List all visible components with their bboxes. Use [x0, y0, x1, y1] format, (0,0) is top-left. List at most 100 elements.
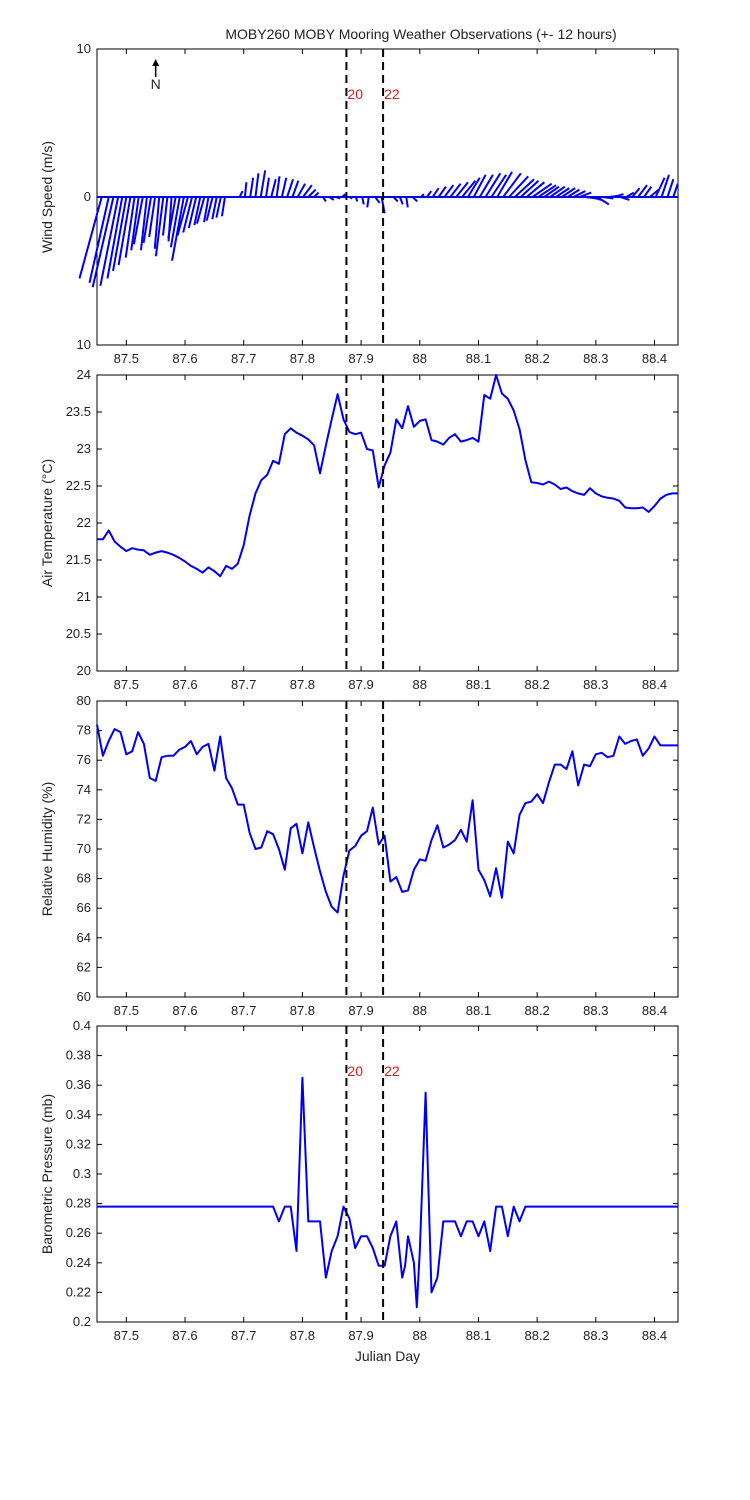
baro-x-tick-label: 87.7 — [231, 1328, 256, 1343]
rh-y-tick-label: 72 — [77, 811, 91, 826]
wind-vector — [654, 177, 666, 198]
wind-vector — [502, 172, 522, 198]
figure-title: MOBY260 MOBY Mooring Weather Observation… — [225, 26, 616, 42]
panel-baro: 87.5 87.6 87.7 87.8 87.9 88 88.1 88.2 88.3 88.4 0.… — [39, 1018, 679, 1364]
rh-x-tick-label: 87.8 — [290, 1003, 315, 1018]
wind-vector — [275, 176, 281, 198]
air-x-tick-label: 87.7 — [231, 677, 256, 692]
wind-vector — [171, 196, 185, 261]
wind-y-tick-label: 0 — [84, 189, 91, 204]
wind-vector — [637, 184, 648, 198]
rh-y-tick-label: 66 — [77, 900, 91, 915]
wind-vector — [537, 184, 557, 198]
wind-vector — [449, 183, 462, 198]
wind-vector — [490, 174, 508, 198]
wind-vector — [398, 196, 404, 205]
wind-vector — [99, 196, 120, 286]
baro-series-line — [97, 1076, 678, 1309]
wind-vector — [307, 188, 317, 198]
wind-vector — [270, 178, 277, 198]
baro-x-tick-label: 87.8 — [290, 1328, 315, 1343]
baro-y-tick-label: 0.3 — [73, 1166, 91, 1181]
rh-y-tick-label: 62 — [77, 959, 91, 974]
baro-marker-label: 20 — [347, 1063, 363, 1079]
rh-x-tick-label: 87.9 — [348, 1003, 373, 1018]
wind-vector — [484, 172, 502, 198]
baro-y-tick-label: 0.32 — [66, 1136, 91, 1151]
wind-vector — [211, 196, 218, 220]
air-y-tick-label: 23.5 — [66, 404, 91, 419]
wind-vector — [405, 196, 409, 208]
wind-vector — [139, 196, 148, 251]
wind-vector — [420, 193, 425, 198]
wind-x-tick-label: 88 — [413, 351, 427, 366]
wind-vector — [625, 191, 635, 198]
wind-vector — [187, 196, 198, 229]
baro-x-axis-label: Julian Day — [355, 1348, 420, 1364]
wind-x-tick-label: 87.8 — [290, 351, 315, 366]
wind-vector — [508, 175, 529, 198]
air-y-tick-label: 23 — [77, 441, 91, 456]
rh-x-tick-label: 87.6 — [172, 1003, 197, 1018]
air-x-tick-label: 87.5 — [114, 677, 139, 692]
rh-y-tick-label: 70 — [77, 841, 91, 856]
baro-y-tick-label: 0.34 — [66, 1107, 91, 1122]
air-y-tick-label: 21.5 — [66, 552, 91, 567]
air-y-tick-label: 20 — [77, 663, 91, 678]
panel-rh: 87.5 87.6 87.7 87.8 87.9 88 88.1 88.2 88.3 88.4 60… — [39, 693, 679, 1018]
wind-vector — [265, 177, 270, 198]
wind-vector — [431, 187, 440, 198]
air-axes-box — [96, 374, 679, 672]
wind-vector — [643, 186, 653, 198]
rh-y-tick-label: 76 — [77, 752, 91, 767]
wind-vector — [280, 177, 288, 198]
wind-vector — [579, 191, 592, 198]
wind-vector — [88, 196, 110, 284]
wind-vector — [153, 196, 161, 249]
rh-x-tick-label: 88 — [413, 1003, 427, 1018]
air-x-tick-label: 88.1 — [466, 677, 491, 692]
air-y-tick-label: 20.5 — [66, 626, 91, 641]
rh-y-tick-label: 60 — [77, 989, 91, 1004]
wind-x-tick-label: 88.2 — [524, 351, 549, 366]
air-series-line — [97, 374, 678, 578]
baro-y-tick-label: 0.26 — [66, 1225, 91, 1240]
baro-y-tick-label: 0.28 — [66, 1196, 91, 1211]
wind-vector — [478, 174, 494, 198]
wind-vector — [596, 196, 610, 206]
wind-vector — [620, 196, 630, 201]
wind-vector — [426, 190, 433, 198]
wind-marker-label: 20 — [347, 86, 363, 102]
rh-y-tick-label: 74 — [77, 782, 91, 797]
wind-vector — [514, 178, 535, 198]
wind-vector — [573, 190, 586, 198]
wind-vector — [366, 196, 370, 208]
wind-marker-label: 22 — [384, 86, 400, 102]
air-y-tick-label: 21 — [77, 589, 91, 604]
wind-vector — [361, 196, 365, 205]
wind-vector — [335, 196, 341, 200]
wind-vector — [296, 183, 306, 198]
wind-vector — [341, 193, 346, 198]
wind-vector — [631, 187, 641, 198]
wind-vector — [124, 196, 136, 258]
rh-y-tick-label: 78 — [77, 723, 91, 738]
wind-x-tick-label: 88.1 — [466, 351, 491, 366]
wind-vector — [132, 196, 144, 245]
rh-x-tick-label: 87.5 — [114, 1003, 139, 1018]
rh-y-tick-label: 64 — [77, 930, 91, 945]
rh-x-tick-label: 88.3 — [583, 1003, 608, 1018]
wind-vector — [520, 179, 540, 198]
wind-vector — [196, 196, 206, 224]
wind-vector — [602, 196, 614, 200]
wind-vector — [259, 170, 267, 198]
wind-vector — [561, 187, 576, 198]
wind-vector — [672, 183, 679, 198]
wind-vector — [154, 196, 165, 257]
wind-vector — [322, 196, 327, 202]
wind-vector — [525, 181, 545, 198]
air-y-axis-label: Air Temperature (°C) — [39, 459, 55, 587]
rh-axes-box — [96, 700, 679, 998]
wind-x-tick-label: 88.3 — [583, 351, 608, 366]
wind-vector — [555, 187, 570, 198]
